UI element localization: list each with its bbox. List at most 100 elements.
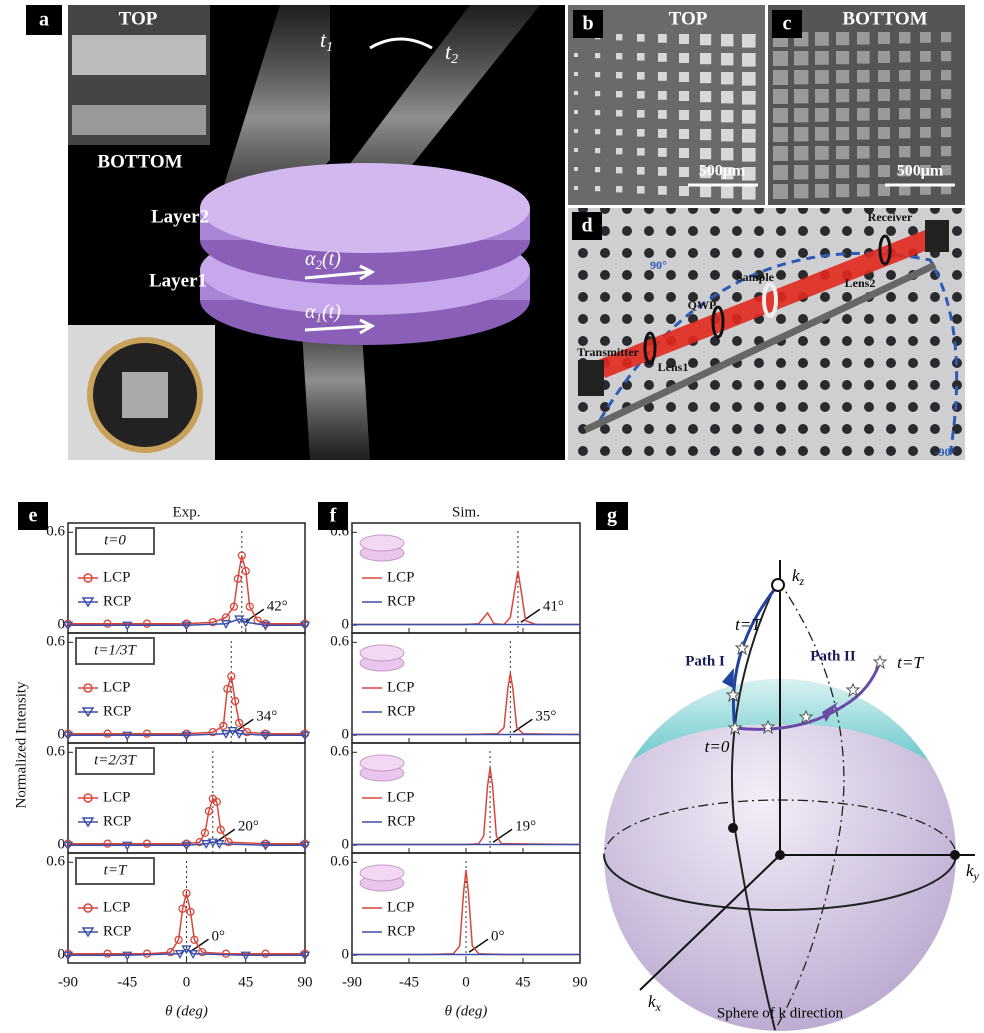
panel-label: g	[607, 505, 617, 527]
x-tick-label: 90	[573, 974, 588, 990]
pillar	[920, 89, 931, 100]
pillar	[637, 53, 645, 61]
panel-label: e	[29, 505, 38, 527]
panel-g: g kz ky kx t=T Path I Path II t=T t=0 Sp…	[596, 502, 980, 1031]
layer-label: Layer1	[149, 270, 207, 291]
pillar	[679, 167, 689, 177]
pillar	[836, 146, 849, 159]
pillar	[920, 108, 931, 119]
peak-label: 0°	[212, 929, 226, 945]
pillar	[794, 51, 808, 65]
pillar	[574, 186, 578, 190]
pillar	[574, 110, 578, 114]
pillar	[658, 110, 667, 119]
arrowhead	[722, 668, 734, 688]
pillar	[794, 70, 808, 84]
pillar	[637, 34, 645, 42]
legend-label: RCP	[387, 923, 415, 939]
y-tick-label: 0	[342, 617, 350, 633]
legend-label: RCP	[387, 593, 415, 609]
pillar	[773, 127, 788, 142]
pillar	[574, 72, 578, 76]
pillar	[857, 146, 870, 159]
image-title: BOTTOM	[842, 8, 927, 29]
inset-sem	[72, 105, 206, 135]
pillar	[836, 108, 849, 121]
subscript: 2	[451, 52, 458, 67]
pillar	[595, 53, 600, 58]
panel-d: d Receiver Lens2 Sample QWP Transmitter …	[568, 208, 965, 460]
pillar	[742, 53, 756, 67]
axis-point	[728, 823, 738, 833]
pillar	[679, 148, 689, 158]
pillar	[773, 108, 788, 123]
layer-label: Layer2	[151, 206, 209, 227]
pillar	[815, 70, 829, 84]
field-icon	[360, 645, 404, 661]
pillar	[700, 91, 711, 102]
y-axis-label: Normalized Intensity	[13, 681, 29, 809]
state-label: t=1/3T	[94, 642, 137, 658]
pillar	[700, 34, 711, 45]
pillar	[637, 148, 645, 156]
subscript: y	[973, 869, 980, 883]
path-label: Path II	[810, 648, 856, 664]
pillar	[773, 89, 788, 104]
field-icon	[360, 535, 404, 551]
component-label: Receiver	[868, 210, 913, 224]
pillar	[658, 148, 667, 157]
pillar	[637, 129, 645, 137]
pillar	[637, 91, 645, 99]
pillar	[920, 51, 931, 62]
legend-label: LCP	[387, 569, 415, 585]
pillar	[920, 70, 931, 81]
pillar	[920, 32, 931, 43]
legend-label: RCP	[103, 813, 131, 829]
pillar	[658, 34, 667, 43]
pillar	[815, 146, 829, 160]
pillar	[773, 70, 788, 85]
pillar	[878, 51, 890, 63]
inset-label: TOP	[119, 8, 158, 29]
pillar	[616, 91, 622, 97]
pillar	[878, 165, 890, 177]
component-label: Lens2	[845, 276, 876, 290]
legend-label: LCP	[103, 569, 131, 585]
legend-label: RCP	[387, 703, 415, 719]
panel-label: a	[39, 9, 49, 31]
legend-label: RCP	[387, 813, 415, 829]
pillar	[595, 167, 600, 172]
x-tick-label: 45	[238, 974, 253, 990]
time-label: t=T	[735, 615, 762, 634]
pillar	[637, 167, 645, 175]
pillar	[679, 110, 689, 120]
legend-label: RCP	[103, 593, 131, 609]
component-label: Transmitter	[577, 345, 639, 359]
y-tick-label: 0.6	[46, 634, 65, 650]
y-tick-label: 0	[342, 947, 350, 963]
pillar	[742, 186, 756, 200]
pillar	[941, 89, 951, 99]
y-tick-label: 0.6	[46, 744, 65, 760]
pillar	[658, 72, 667, 81]
pillar	[742, 91, 756, 105]
pillar	[721, 34, 733, 46]
pillar	[920, 146, 931, 157]
pillar	[742, 34, 756, 48]
legend-label: RCP	[103, 703, 131, 719]
panel-label: b	[582, 13, 593, 35]
legend-label: RCP	[103, 923, 131, 939]
time-label: t=0	[705, 737, 730, 756]
legend-label: LCP	[387, 789, 415, 805]
receiver	[925, 220, 949, 252]
pillar	[679, 72, 689, 82]
pillar	[700, 186, 711, 197]
y-tick-label: 0.6	[330, 744, 349, 760]
pillar	[899, 51, 910, 62]
pillar	[836, 51, 849, 64]
inset-photo	[122, 372, 168, 418]
pillar	[616, 186, 622, 192]
y-tick-label: 0	[58, 947, 66, 963]
y-tick-label: 0	[342, 727, 350, 743]
x-tick-label: 0	[462, 974, 470, 990]
